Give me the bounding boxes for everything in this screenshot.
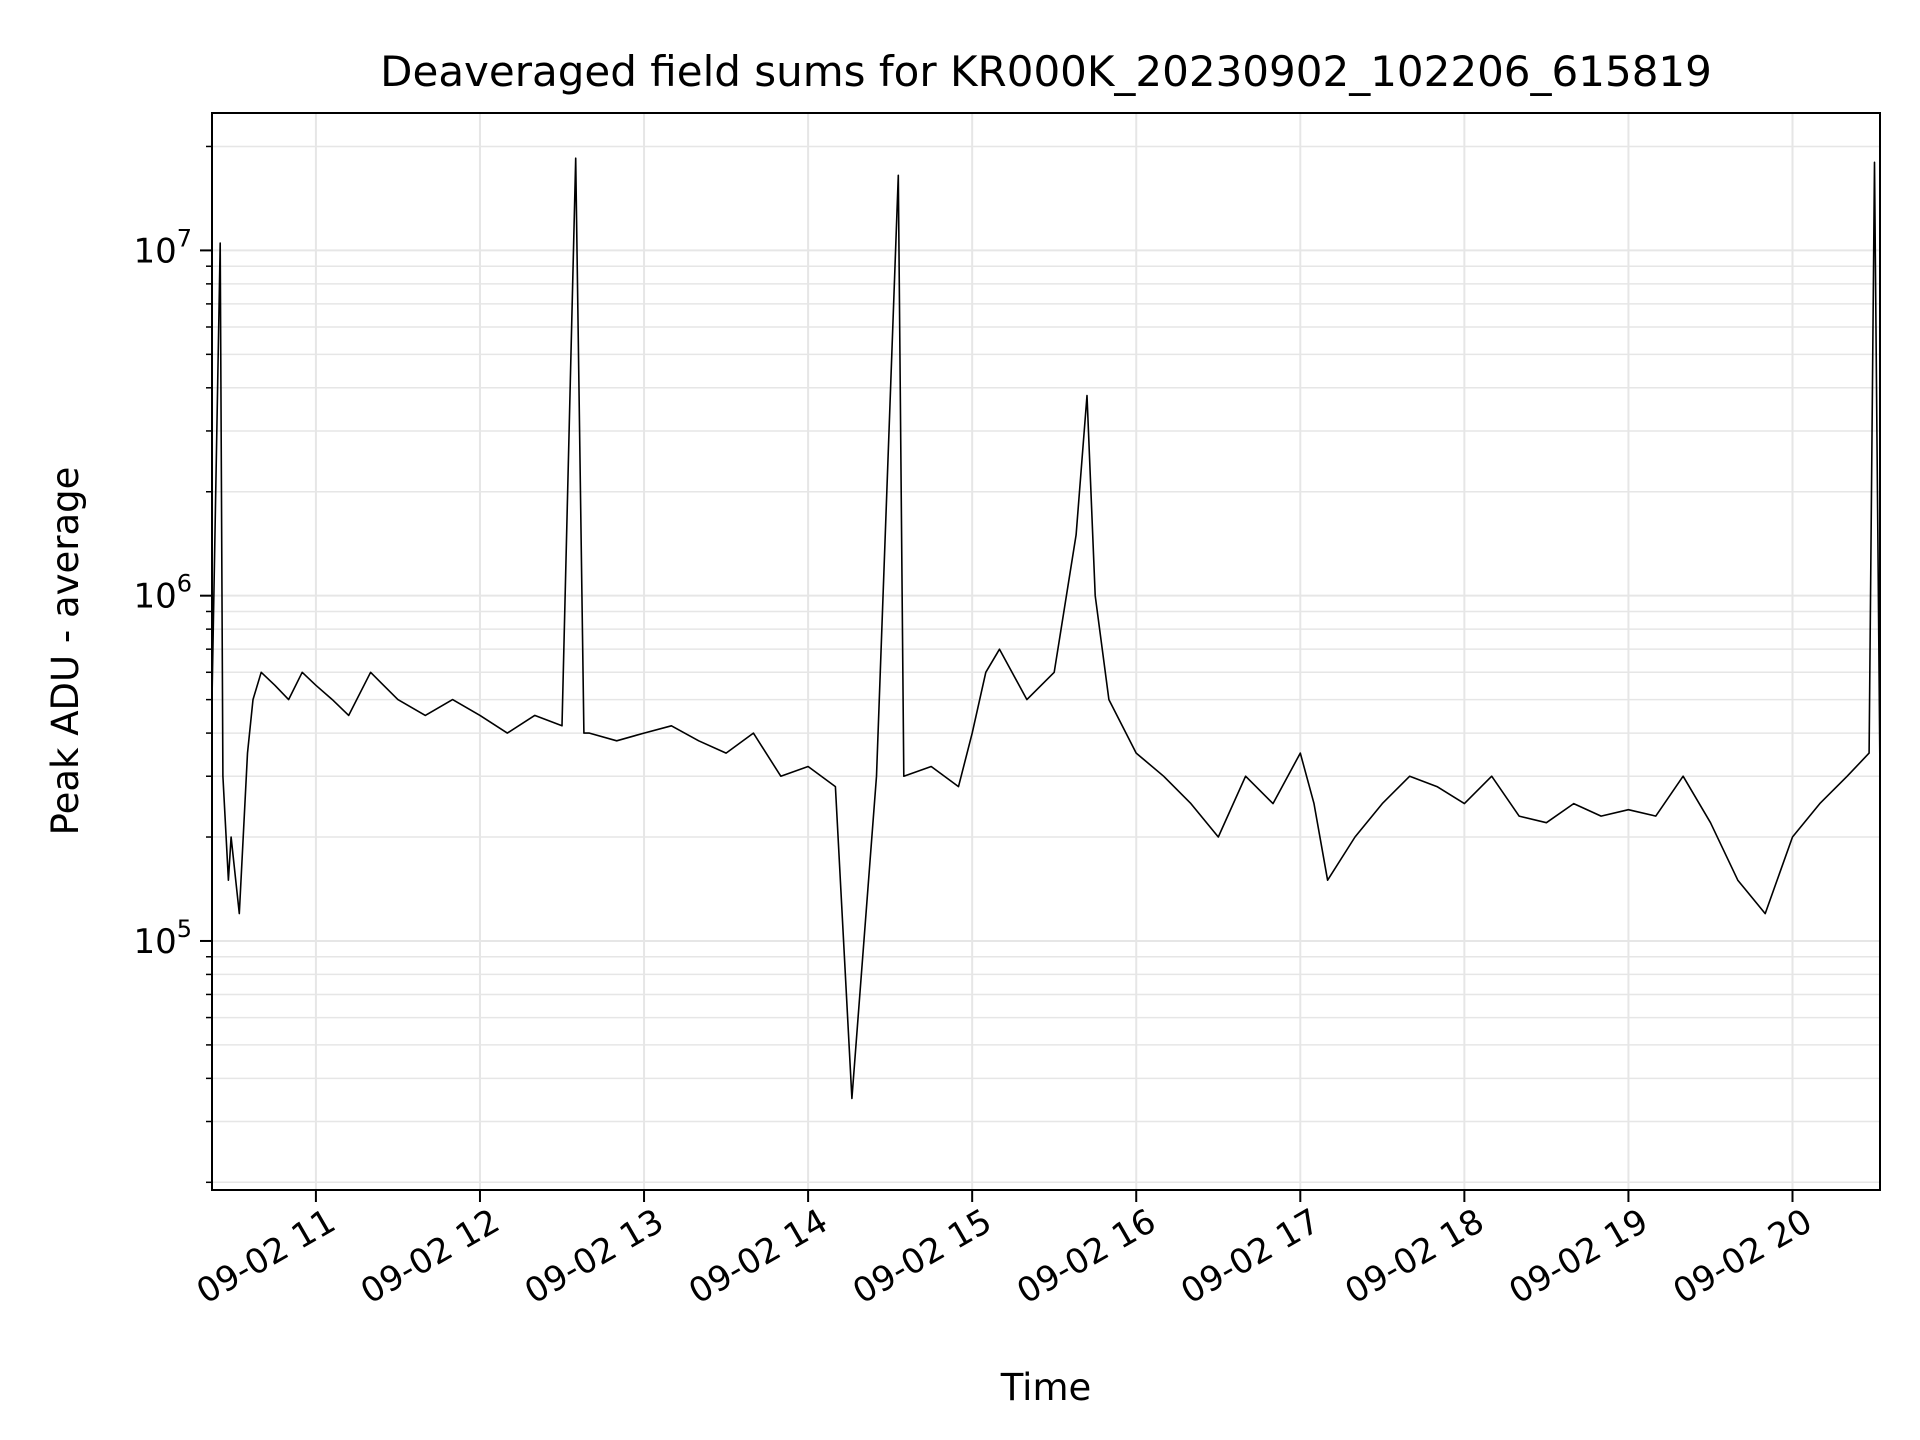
- y-tick-label: 105: [133, 915, 192, 962]
- data-series-line: [211, 157, 1881, 1100]
- chart-title: Deaveraged field sums for KR000K_2023090…: [380, 47, 1712, 96]
- data-series-layer: [211, 157, 1881, 1100]
- y-axis: 105 106 107: [133, 145, 212, 1184]
- y-tick-label: 106: [133, 570, 192, 617]
- plot-frame: [211, 112, 1881, 1191]
- x-axis-label: Time: [1000, 1366, 1092, 1409]
- y-axis-label: Peak ADU - average: [44, 467, 87, 836]
- y-tick-label: 107: [133, 224, 192, 271]
- grid-layer: [212, 113, 1880, 1190]
